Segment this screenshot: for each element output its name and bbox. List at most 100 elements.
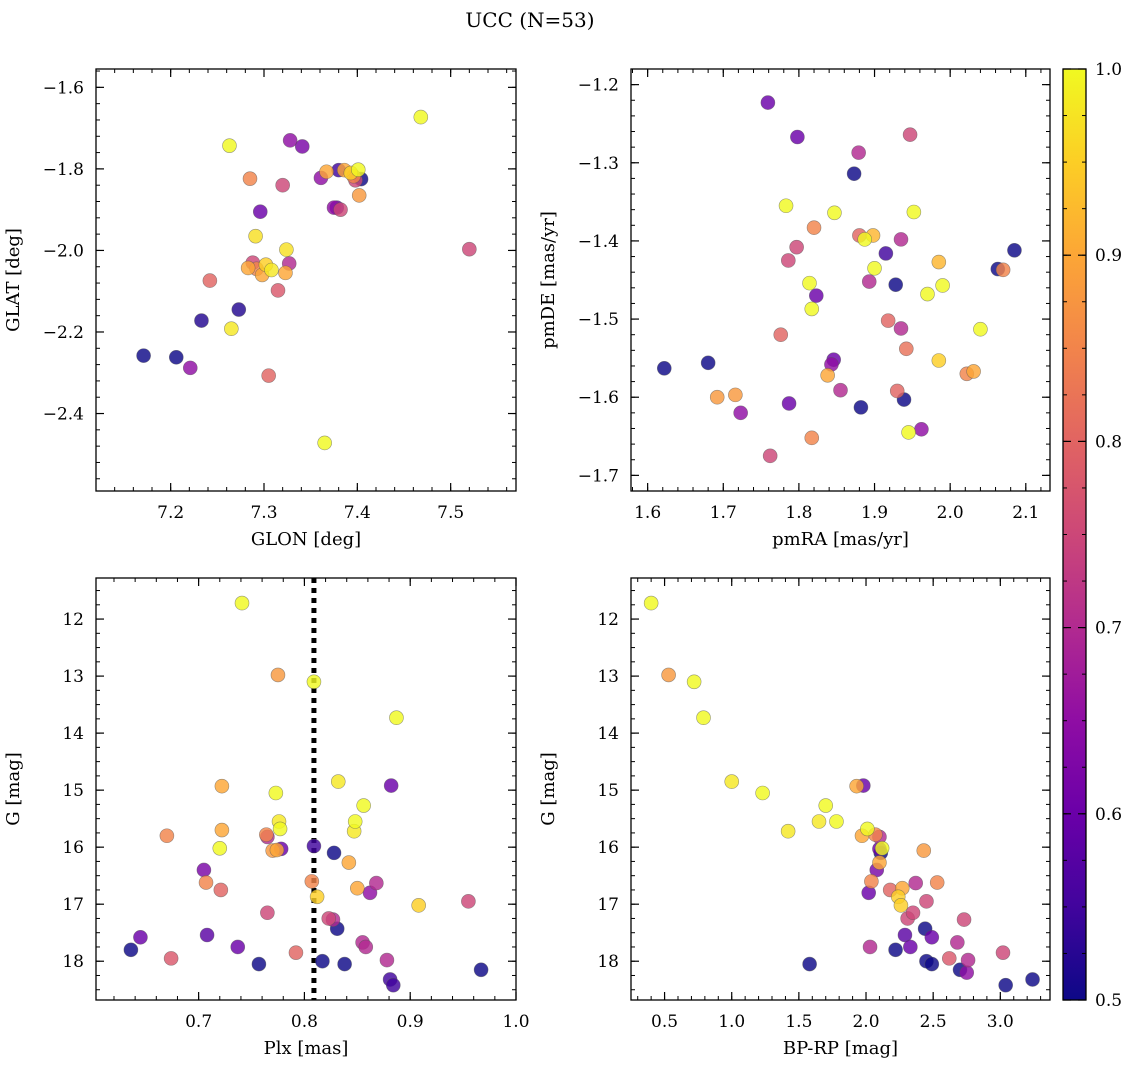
scatter-points xyxy=(123,578,489,1000)
scatter-point xyxy=(966,364,981,379)
scatter-point xyxy=(829,814,844,829)
scatter-point xyxy=(133,929,148,945)
plot-frame xyxy=(630,68,1051,492)
y-tick-label: −1.6 xyxy=(578,388,619,408)
plot-frame xyxy=(95,68,517,492)
y-tick-label: 17 xyxy=(62,895,84,915)
scatter-point xyxy=(908,875,924,891)
colorbar-tick-label: 0.6 xyxy=(1095,805,1122,825)
scatter-point xyxy=(304,874,320,889)
scatter-point xyxy=(862,939,878,955)
scatter-point xyxy=(733,405,748,421)
scatter-point xyxy=(696,710,711,726)
plot-frame xyxy=(95,577,517,1001)
colorbar: 0.5 0.6 0.7 0.8 0.9 1.0 xyxy=(1062,60,1122,1011)
scatter-point xyxy=(849,778,864,794)
scatter-point xyxy=(897,927,913,943)
scatter-point xyxy=(326,845,342,861)
colorbar-tick-label: 0.5 xyxy=(1095,991,1122,1011)
scatter-point xyxy=(234,595,250,611)
x-tick-label: 7.3 xyxy=(250,503,277,523)
scatter-point xyxy=(199,927,215,943)
colorbar-tick-label: 0.8 xyxy=(1095,432,1122,452)
x-axis-label: GLON [deg] xyxy=(251,529,361,550)
scatter-point xyxy=(919,894,934,909)
scatter-point xyxy=(728,387,743,403)
scatter-point xyxy=(857,232,873,247)
scatter-point xyxy=(804,430,820,446)
scatter-point xyxy=(931,353,947,368)
x-tick-label: 3.0 xyxy=(987,1012,1014,1032)
panel-plx-g: 0.7 0.8 0.9 1.0 12 13 14 15 16 17 18 Plx [mas] G [ma… xyxy=(3,577,530,1059)
scatter-point xyxy=(924,956,940,972)
scatter-point xyxy=(473,962,489,978)
scatter-point xyxy=(248,228,263,244)
scatter-point xyxy=(240,260,256,276)
x-tick-label: 1.0 xyxy=(718,1012,745,1032)
scatter-point xyxy=(811,814,827,829)
scatter-point xyxy=(264,262,279,278)
scatter-point xyxy=(860,821,875,837)
scatter-point xyxy=(941,951,957,966)
y-tick-label: 15 xyxy=(597,781,619,801)
x-tick-label: 7.4 xyxy=(344,503,371,523)
scatter-point xyxy=(643,595,659,611)
y-tick-label: 12 xyxy=(597,610,619,630)
scatter-point xyxy=(959,965,975,980)
scatter-point xyxy=(294,139,310,154)
scatter-point xyxy=(833,382,848,398)
panel-pmra-pmde: 1.6 1.7 1.8 1.9 2.0 2.1 −1.7 −1.6 −1.5 −1.4 −1.3 −1… xyxy=(538,68,1051,550)
x-tick-label: 2.0 xyxy=(852,1012,879,1032)
scatter-point xyxy=(198,875,214,890)
y-axis-label: G [mag] xyxy=(3,752,24,825)
scatter-point xyxy=(864,874,879,889)
scatter-point xyxy=(851,145,866,160)
scatter-point xyxy=(700,355,716,371)
scatter-point xyxy=(853,400,869,415)
x-tick-label: 2.0 xyxy=(937,503,964,523)
y-tick-label: 16 xyxy=(62,838,84,858)
scatter-point xyxy=(790,129,805,145)
y-tick-label: −1.4 xyxy=(578,232,619,252)
scatter-point xyxy=(888,277,904,292)
scatter-point xyxy=(916,843,932,858)
scatter-point xyxy=(202,273,218,288)
x-tick-label: 1.8 xyxy=(785,503,812,523)
x-tick-label: 0.5 xyxy=(651,1012,678,1032)
y-axis-label: pmDE [mas/yr] xyxy=(538,211,559,349)
x-tick-label: 2.5 xyxy=(920,1012,947,1032)
scatter-point xyxy=(920,286,935,302)
y-axis-label: G [mag] xyxy=(538,752,559,825)
scatter-point xyxy=(929,875,945,890)
scatter-point xyxy=(356,798,371,813)
y-tick-label: −2.4 xyxy=(43,405,84,425)
x-tick-label: 1.7 xyxy=(710,503,737,523)
scatter-point xyxy=(330,774,346,789)
scatter-point xyxy=(383,778,399,793)
colorbar-tick-label: 0.9 xyxy=(1095,246,1122,266)
scatter-point xyxy=(317,435,332,451)
y-tick-label: 14 xyxy=(62,724,84,744)
scatter-point xyxy=(462,241,477,257)
scatter-point xyxy=(709,389,725,405)
scatter-point xyxy=(306,838,322,854)
scatter-point xyxy=(282,133,298,148)
scatter-point xyxy=(998,977,1013,993)
scatter-point xyxy=(686,674,702,690)
scatter-point xyxy=(905,905,921,921)
scatter-point xyxy=(278,265,293,281)
scatter-point xyxy=(724,774,740,789)
scatter-point xyxy=(259,827,274,842)
scatter-point xyxy=(269,842,285,858)
scatter-point xyxy=(893,321,909,336)
scatter-point xyxy=(888,942,903,958)
y-tick-label: −1.6 xyxy=(43,78,84,98)
scatter-point xyxy=(214,822,230,838)
scatter-point xyxy=(846,166,862,182)
y-tick-label: 18 xyxy=(62,952,84,972)
scatter-point xyxy=(337,956,352,972)
scatter-point xyxy=(260,905,275,921)
x-axis-label: Plx [mas] xyxy=(264,1038,349,1059)
y-axis-label: GLAT [deg] xyxy=(3,228,24,332)
